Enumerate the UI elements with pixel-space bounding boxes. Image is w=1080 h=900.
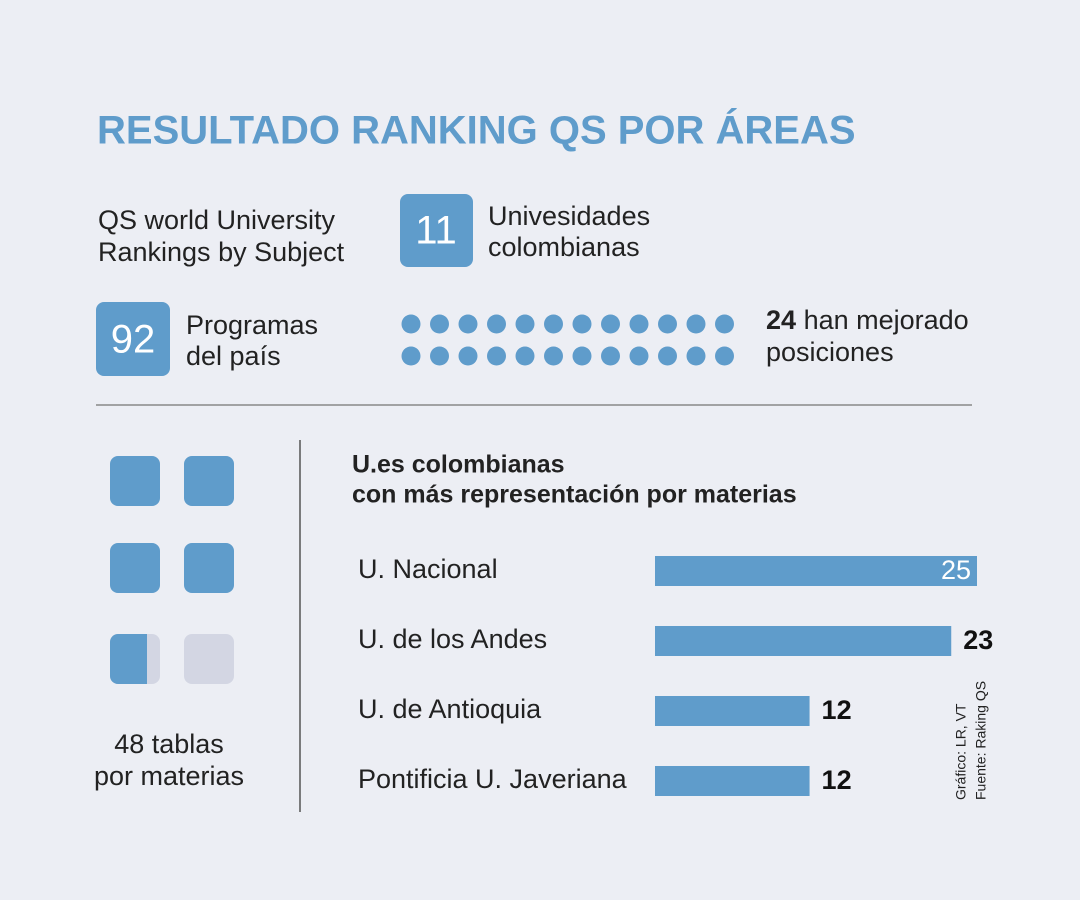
label: 48 tablas — [114, 729, 224, 759]
dot — [715, 314, 734, 334]
label: han mejorado — [804, 305, 969, 335]
dot — [487, 314, 506, 334]
value-label: 12 — [822, 765, 852, 795]
bar — [655, 766, 810, 796]
table-icon — [110, 456, 160, 506]
value-label: 25 — [941, 555, 971, 585]
dot — [658, 346, 677, 366]
dot — [601, 314, 620, 334]
label: Programas — [186, 310, 318, 340]
label: colombianas — [488, 232, 640, 262]
bar — [655, 626, 952, 656]
table-icon — [184, 456, 234, 506]
credit: Fuente: Raking QS — [973, 681, 989, 800]
value-label: 23 — [963, 625, 993, 655]
count: 92 — [111, 318, 156, 362]
chart-title: con más representación por materias — [352, 481, 797, 509]
dot — [401, 314, 421, 334]
improved-line: 24 han mejorado — [766, 305, 969, 335]
dot — [515, 346, 535, 366]
dot — [601, 346, 620, 366]
dot — [715, 346, 734, 366]
count: 24 — [766, 305, 796, 335]
dot — [458, 314, 478, 334]
dot — [430, 314, 449, 334]
category-label: Pontificia U. Javeriana — [358, 764, 628, 794]
category-label: U. Nacional — [358, 554, 498, 584]
label: posiciones — [766, 337, 894, 367]
category-label: U. de Antioquia — [358, 694, 542, 724]
count-box — [400, 194, 473, 267]
count: 11 — [415, 209, 457, 253]
dot — [401, 346, 421, 366]
dot — [515, 314, 535, 334]
dot — [458, 346, 478, 366]
bar — [655, 696, 810, 726]
label: Univesidades — [488, 201, 650, 231]
chart-title: U.es colombianas — [352, 451, 565, 479]
dot — [686, 346, 706, 366]
table-icon — [184, 634, 234, 684]
dot — [629, 314, 649, 334]
dot — [572, 314, 592, 334]
count-box — [96, 302, 170, 376]
dot — [658, 314, 677, 334]
category-label: U. de los Andes — [358, 624, 547, 654]
value-label: 12 — [822, 695, 852, 725]
dot — [544, 346, 563, 366]
label: del país — [186, 341, 281, 371]
dot — [629, 346, 649, 366]
title: RESULTADO RANKING QS POR ÁREAS — [97, 108, 856, 153]
dot — [686, 314, 706, 334]
table-icon — [110, 634, 147, 684]
dot — [544, 314, 563, 334]
table-icon — [110, 543, 160, 593]
subject: Rankings by Subject — [98, 237, 345, 267]
dot — [430, 346, 449, 366]
label: por materias — [94, 761, 244, 791]
subject: QS world University — [98, 205, 336, 235]
table-icon — [184, 543, 234, 593]
dot — [572, 346, 592, 366]
credit: Gráfico: LR, VT — [953, 703, 969, 800]
dot — [487, 346, 506, 366]
bar — [655, 556, 977, 586]
